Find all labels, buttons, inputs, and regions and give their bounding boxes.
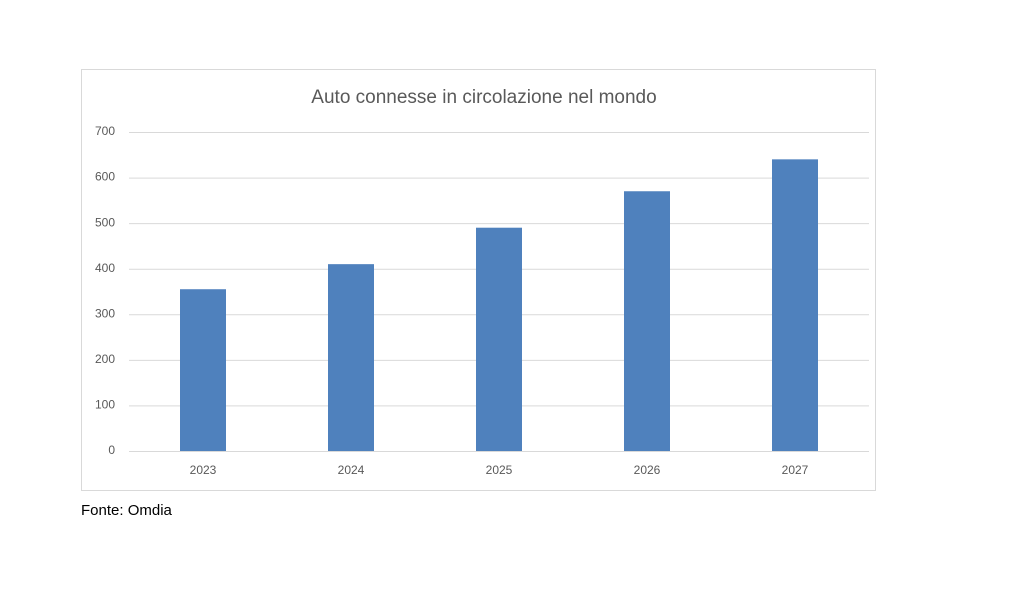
x-tick-label: 2027 bbox=[782, 463, 809, 477]
bar bbox=[772, 159, 818, 452]
bar bbox=[328, 264, 374, 451]
bar bbox=[180, 289, 226, 451]
x-tick-label: 2023 bbox=[190, 463, 217, 477]
x-tick-label: 2025 bbox=[486, 463, 513, 477]
y-tick-label: 600 bbox=[95, 170, 115, 184]
source-note: Fonte: Omdia bbox=[81, 502, 173, 519]
y-tick-label: 700 bbox=[95, 124, 115, 138]
x-tick-label: 2026 bbox=[634, 463, 661, 477]
y-tick-label: 100 bbox=[95, 398, 115, 412]
y-tick-label: 300 bbox=[95, 306, 115, 320]
y-tick-label: 500 bbox=[95, 215, 115, 229]
bar bbox=[624, 191, 670, 451]
y-tick-label: 400 bbox=[95, 261, 115, 275]
y-tick-label: 0 bbox=[108, 443, 115, 457]
y-tick-label: 200 bbox=[95, 352, 115, 366]
x-tick-label: 2024 bbox=[338, 463, 365, 477]
bar bbox=[476, 227, 522, 451]
chart-title: Auto connesse in circolazione nel mondo bbox=[311, 87, 656, 108]
